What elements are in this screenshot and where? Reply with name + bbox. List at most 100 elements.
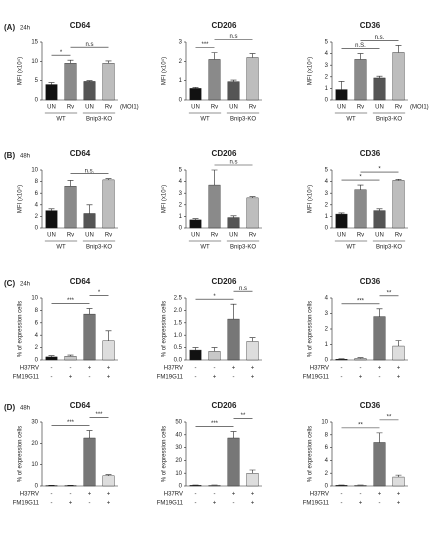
error-bar bbox=[376, 208, 383, 211]
time-label: 24h bbox=[20, 26, 30, 32]
bar bbox=[392, 52, 405, 101]
panel-label: (C) bbox=[4, 279, 15, 288]
significance-label: n.s bbox=[239, 286, 247, 292]
bar bbox=[335, 359, 348, 361]
significance-label: ** bbox=[358, 422, 363, 428]
condition-value: - bbox=[341, 492, 343, 498]
y-tick-label: 15 bbox=[31, 40, 38, 46]
y-axis-label: MFI (x10⁴) bbox=[161, 185, 168, 213]
chart-title: CD64 bbox=[70, 149, 91, 158]
condition-value: + bbox=[232, 492, 236, 498]
error-bar bbox=[86, 80, 93, 82]
y-tick-label: 6 bbox=[35, 320, 39, 326]
condition-value: + bbox=[251, 501, 255, 507]
error-bar bbox=[338, 81, 345, 90]
chart-title: CD206 bbox=[212, 401, 237, 410]
condition-value: - bbox=[360, 492, 362, 498]
condition-value: + bbox=[107, 366, 111, 372]
condition-value: - bbox=[379, 375, 381, 381]
y-tick-label: 3 bbox=[325, 191, 329, 197]
y-tick-label: 2 bbox=[35, 345, 39, 351]
y-tick-label: 1.0 bbox=[174, 333, 183, 339]
condition-name: FM19G11 bbox=[13, 375, 40, 381]
y-tick-label: 1 bbox=[179, 78, 183, 84]
significance-label: n.s bbox=[229, 34, 237, 40]
y-tick-label: 0 bbox=[35, 484, 39, 490]
y-axis-label: % of expression cells bbox=[162, 301, 168, 357]
y-tick-label: 40 bbox=[175, 432, 182, 438]
bar bbox=[392, 476, 405, 487]
panel-label: (B) bbox=[4, 151, 15, 160]
bar bbox=[354, 59, 367, 101]
bar bbox=[64, 356, 77, 361]
condition-value: - bbox=[214, 492, 216, 498]
condition-value: + bbox=[251, 375, 255, 381]
y-tick-label: 8 bbox=[35, 308, 39, 314]
y-tick-label: 10 bbox=[31, 462, 38, 468]
time-label: 48h bbox=[20, 154, 30, 160]
chart-title: CD206 bbox=[212, 21, 237, 30]
time-label: 24h bbox=[20, 282, 30, 288]
group-label: WT bbox=[200, 245, 210, 251]
x-tick-label: UN bbox=[85, 233, 94, 239]
bar bbox=[354, 485, 367, 487]
chart-title: CD206 bbox=[212, 277, 237, 286]
significance-label: *** bbox=[67, 298, 75, 304]
bar bbox=[227, 81, 240, 101]
error-bar bbox=[395, 45, 402, 53]
condition-value: + bbox=[397, 501, 401, 507]
group-label: WT bbox=[56, 117, 66, 123]
chart-title: CD36 bbox=[360, 21, 381, 30]
error-bar bbox=[357, 184, 364, 190]
error-bar bbox=[67, 59, 74, 64]
condition-value: + bbox=[378, 492, 382, 498]
panel-label: (A) bbox=[4, 23, 15, 32]
bar bbox=[83, 313, 96, 361]
bar bbox=[208, 485, 221, 487]
y-tick-label: 50 bbox=[175, 420, 182, 426]
condition-name: FM19G11 bbox=[157, 501, 184, 507]
condition-value: + bbox=[88, 366, 92, 372]
x-tick-label: Rv bbox=[357, 105, 364, 111]
significance-label: * bbox=[60, 50, 63, 56]
significance-label: ** bbox=[387, 290, 392, 296]
x-tick-label: Rv bbox=[357, 233, 364, 239]
error-bar bbox=[357, 357, 364, 359]
significance-label: n.s bbox=[85, 42, 93, 48]
x-tick-label: Rv bbox=[211, 233, 218, 239]
condition-name: H37RV bbox=[164, 492, 183, 498]
x-tick-label: Rv bbox=[67, 233, 74, 239]
bar bbox=[45, 84, 58, 101]
significance-label: n.s bbox=[229, 160, 237, 166]
condition-name: H37RV bbox=[310, 492, 329, 498]
y-axis-label: % of expression cells bbox=[308, 301, 314, 357]
bar bbox=[45, 356, 58, 361]
condition-name: FM19G11 bbox=[303, 375, 330, 381]
bar bbox=[354, 189, 367, 229]
condition-name: H37RV bbox=[310, 366, 329, 372]
bar bbox=[373, 77, 386, 101]
y-tick-label: 10 bbox=[321, 420, 328, 426]
x-tick-label: Rv bbox=[105, 233, 112, 239]
significance-label: ** bbox=[387, 414, 392, 420]
condition-value: - bbox=[233, 501, 235, 507]
error-bar bbox=[395, 340, 402, 347]
y-tick-label: 6 bbox=[325, 445, 329, 451]
y-tick-label: 4 bbox=[35, 202, 39, 208]
condition-value: + bbox=[213, 501, 217, 507]
significance-label: *** bbox=[67, 420, 75, 426]
y-tick-label: 30 bbox=[175, 445, 182, 451]
bar bbox=[335, 485, 348, 487]
error-bar bbox=[249, 337, 256, 342]
error-bar bbox=[249, 469, 256, 474]
chart-title: CD206 bbox=[212, 149, 237, 158]
significance-label: ** bbox=[241, 413, 246, 419]
moi-label: (MOI1) bbox=[410, 105, 429, 111]
error-bar bbox=[48, 355, 55, 357]
condition-value: + bbox=[232, 366, 236, 372]
y-tick-label: 2 bbox=[325, 471, 329, 477]
bar bbox=[189, 349, 202, 361]
group-label: WT bbox=[200, 117, 210, 123]
significance-label: *** bbox=[95, 412, 103, 418]
condition-value: - bbox=[341, 375, 343, 381]
